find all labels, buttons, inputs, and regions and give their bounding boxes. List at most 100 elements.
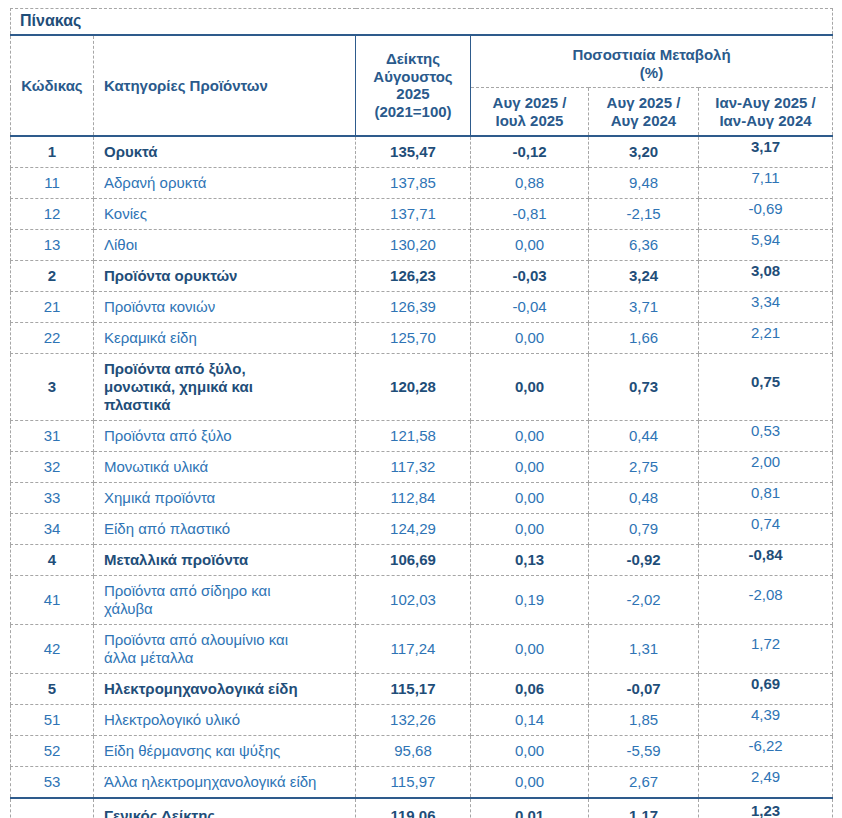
index-cell: 137,71 [356, 198, 471, 229]
code-cell: 5 [11, 673, 94, 704]
pct-month-cell: -0,04 [471, 291, 589, 322]
pct-ytd-cell: 3,34 [699, 291, 833, 322]
code-cell: 53 [11, 766, 94, 798]
code-cell: 33 [11, 482, 94, 513]
pct-month-cell: 0,00 [471, 624, 589, 673]
product-index-table: Πίνακας Κώδικας Κατηγορίες Προϊόντων Δεί… [10, 8, 833, 818]
pct-ytd-cell: 1,72 [699, 624, 833, 673]
pct-ytd-cell: -0,69 [699, 198, 833, 229]
pct-month-cell: 0,00 [471, 322, 589, 353]
index-cell: 120,28 [356, 353, 471, 420]
header-code: Κώδικας [11, 35, 94, 136]
code-cell [11, 798, 94, 818]
table-row: 51 Ηλεκτρολογικό υλικό 132,26 0,14 1,85 … [11, 704, 833, 735]
pct-ytd-cell: 3,17 [699, 136, 833, 168]
code-cell: 51 [11, 704, 94, 735]
table-row: 11 Αδρανή ορυκτά 137,85 0,88 9,48 7,11 [11, 167, 833, 198]
table-row: 31 Προϊόντα από ξύλο 121,58 0,00 0,44 0,… [11, 420, 833, 451]
pct-year-cell: 3,71 [589, 291, 699, 322]
pct-ytd-cell: -2,08 [699, 575, 833, 624]
pct-year-cell: 0,44 [589, 420, 699, 451]
index-cell: 119,06 [356, 798, 471, 818]
pct-year-cell: -2,15 [589, 198, 699, 229]
pct-year-cell: 2,75 [589, 451, 699, 482]
index-cell: 137,85 [356, 167, 471, 198]
pct-month-cell: 0,00 [471, 766, 589, 798]
table-row: 4 Μεταλλικά προϊόντα 106,69 0,13 -0,92 -… [11, 544, 833, 575]
code-cell: 42 [11, 624, 94, 673]
pct-month-cell: 0,06 [471, 673, 589, 704]
code-cell: 31 [11, 420, 94, 451]
pct-ytd-cell: 5,94 [699, 229, 833, 260]
table-row: 32 Μονωτικά υλικά 117,32 0,00 2,75 2,00 [11, 451, 833, 482]
index-cell: 115,97 [356, 766, 471, 798]
index-cell: 135,47 [356, 136, 471, 168]
category-cell: Χημικά προϊόντα [94, 482, 356, 513]
pct-month-cell: 0,00 [471, 482, 589, 513]
code-cell: 1 [11, 136, 94, 168]
category-cell: Μονωτικά υλικά [94, 451, 356, 482]
pct-year-cell: 1,85 [589, 704, 699, 735]
table-row: 21 Προϊόντα κονιών 126,39 -0,04 3,71 3,3… [11, 291, 833, 322]
index-cell: 124,29 [356, 513, 471, 544]
pct-year-cell: 3,20 [589, 136, 699, 168]
pct-ytd-cell: 7,11 [699, 167, 833, 198]
index-cell: 117,24 [356, 624, 471, 673]
table-row: 52 Είδη θέρμανσης και ψύξης 95,68 0,00 -… [11, 735, 833, 766]
pct-month-cell: 0,00 [471, 735, 589, 766]
pct-month-cell: 0,88 [471, 167, 589, 198]
pct-ytd-cell: 0,74 [699, 513, 833, 544]
code-cell: 41 [11, 575, 94, 624]
category-cell: Ηλεκτρομηχανολογικά είδη [94, 673, 356, 704]
index-cell: 95,68 [356, 735, 471, 766]
index-cell: 130,20 [356, 229, 471, 260]
code-cell: 21 [11, 291, 94, 322]
code-cell: 12 [11, 198, 94, 229]
pct-month-cell: 0,13 [471, 544, 589, 575]
pct-year-cell: 1,66 [589, 322, 699, 353]
index-cell: 112,84 [356, 482, 471, 513]
table-row: 53 Άλλα ηλεκτρομηχανολογικά είδη 115,97 … [11, 766, 833, 798]
code-cell: 52 [11, 735, 94, 766]
table-row: 34 Είδη από πλαστικό 124,29 0,00 0,79 0,… [11, 513, 833, 544]
pct-ytd-cell: 1,23 [699, 798, 833, 818]
index-cell: 102,03 [356, 575, 471, 624]
table-row: 3 Προϊόντα από ξύλο, μονωτικά, χημικά κα… [11, 353, 833, 420]
header-row-top: Κώδικας Κατηγορίες Προϊόντων Δείκτης Αύγ… [11, 35, 833, 88]
category-cell: Άλλα ηλεκτρομηχανολογικά είδη [94, 766, 356, 798]
pct-month-cell: 0,00 [471, 353, 589, 420]
index-cell: 117,32 [356, 451, 471, 482]
header-pct-year: Αυγ 2025 / Αυγ 2024 [589, 88, 699, 136]
pct-ytd-cell: 0,75 [699, 353, 833, 420]
category-cell: Προϊόντα από αλουμίνιο και άλλα μέταλλα [94, 624, 356, 673]
pct-month-cell: 0,14 [471, 704, 589, 735]
category-cell: Προϊόντα από σίδηρο και χάλυβα [94, 575, 356, 624]
pct-year-cell: -0,07 [589, 673, 699, 704]
category-cell: Αδρανή ορυκτά [94, 167, 356, 198]
pct-ytd-cell: 0,69 [699, 673, 833, 704]
code-cell: 4 [11, 544, 94, 575]
category-cell: Λίθοι [94, 229, 356, 260]
pct-month-cell: 0,00 [471, 229, 589, 260]
table-row: 42 Προϊόντα από αλουμίνιο και άλλα μέταλ… [11, 624, 833, 673]
category-cell: Προϊόντα ορυκτών [94, 260, 356, 291]
total-row: Γενικός Δείκτης 119,06 0,01 1,17 1,23 [11, 798, 833, 818]
index-cell: 106,69 [356, 544, 471, 575]
table-title: Πίνακας [11, 9, 833, 36]
table-row: 1 Ορυκτά 135,47 -0,12 3,20 3,17 [11, 136, 833, 168]
pct-year-cell: 1,17 [589, 798, 699, 818]
category-cell: Ηλεκτρολογικό υλικό [94, 704, 356, 735]
pct-ytd-cell: 2,00 [699, 451, 833, 482]
code-cell: 13 [11, 229, 94, 260]
table-title-row: Πίνακας [11, 9, 833, 36]
category-cell: Μεταλλικά προϊόντα [94, 544, 356, 575]
code-cell: 3 [11, 353, 94, 420]
pct-ytd-cell: 2,21 [699, 322, 833, 353]
pct-month-cell: 0,00 [471, 451, 589, 482]
header-pct-month: Αυγ 2025 / Ιουλ 2025 [471, 88, 589, 136]
index-cell: 126,39 [356, 291, 471, 322]
table-row: 33 Χημικά προϊόντα 112,84 0,00 0,48 0,81 [11, 482, 833, 513]
category-cell: Προϊόντα από ξύλο [94, 420, 356, 451]
pct-ytd-cell: 3,08 [699, 260, 833, 291]
pct-month-cell: 0,00 [471, 420, 589, 451]
